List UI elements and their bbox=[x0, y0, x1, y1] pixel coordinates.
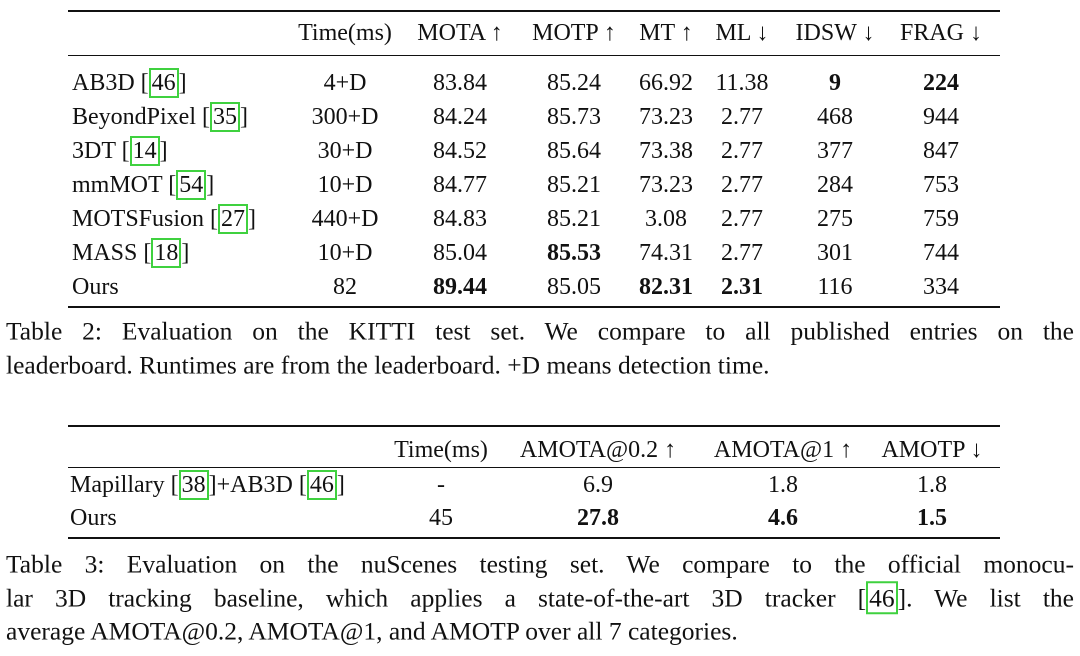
column-header: Time(ms) bbox=[298, 20, 392, 46]
method-name: Ours bbox=[70, 505, 117, 531]
caption-line: lar 3D tracking baseline, which applies … bbox=[6, 580, 1074, 614]
table-cell: 284 bbox=[817, 172, 853, 198]
table-cell: 116 bbox=[817, 274, 853, 300]
column-header: Time(ms) bbox=[394, 437, 488, 463]
table-cell: 66.92 bbox=[639, 70, 693, 96]
table-cell: 224 bbox=[923, 70, 959, 96]
table-rule bbox=[68, 467, 1000, 468]
table-cell: 2.77 bbox=[721, 138, 763, 164]
table-cell: 334 bbox=[923, 274, 959, 300]
table-cell: 83.84 bbox=[433, 70, 487, 96]
column-header: AMOTA@1 ↑ bbox=[713, 437, 853, 463]
table-cell: 2.77 bbox=[721, 240, 763, 266]
table-cell: 468 bbox=[817, 104, 853, 130]
table-cell: 2.77 bbox=[721, 104, 763, 130]
column-header: IDSW ↓ bbox=[795, 20, 875, 46]
method-name: BeyondPixel [35] bbox=[72, 102, 248, 132]
table-cell: 89.44 bbox=[433, 274, 487, 300]
table-rule bbox=[68, 55, 1000, 56]
table-cell: 27.8 bbox=[577, 505, 619, 531]
table-cell: 85.04 bbox=[433, 240, 487, 266]
table-cell: 377 bbox=[817, 138, 853, 164]
table-cell: 3.08 bbox=[645, 206, 687, 232]
method-name: mmMOT [54] bbox=[72, 170, 215, 200]
table-cell: 753 bbox=[923, 172, 959, 198]
table-cell: 84.83 bbox=[433, 206, 487, 232]
method-name: MASS [18] bbox=[72, 238, 190, 268]
table-cell: 10+D bbox=[317, 172, 373, 198]
caption-line: Table 2: Evaluation on the KITTI test se… bbox=[6, 316, 1074, 346]
table-rule bbox=[68, 425, 1000, 427]
table-cell: 1.8 bbox=[917, 472, 947, 498]
table-cell: 73.38 bbox=[639, 138, 693, 164]
table-cell: 300+D bbox=[311, 104, 379, 130]
table-rule bbox=[68, 537, 1000, 539]
table-cell: 73.23 bbox=[639, 104, 693, 130]
table-cell: 30+D bbox=[317, 138, 373, 164]
table-cell: 85.21 bbox=[547, 206, 601, 232]
table-rule bbox=[68, 10, 1000, 12]
table-cell: 759 bbox=[923, 206, 959, 232]
caption-line: Table 3: Evaluation on the nuScenes test… bbox=[6, 549, 1074, 579]
caption-line: leaderboard. Runtimes are from the leade… bbox=[6, 349, 770, 379]
table-rule bbox=[68, 306, 1000, 308]
method-name: MOTSFusion [27] bbox=[72, 204, 257, 234]
table-cell: 2.31 bbox=[721, 274, 763, 300]
table-cell: 744 bbox=[923, 240, 959, 266]
table-cell: 4+D bbox=[323, 70, 367, 96]
column-header: AMOTA@0.2 ↑ bbox=[519, 437, 677, 463]
table-cell: 82 bbox=[333, 274, 357, 300]
column-header: MOTA ↑ bbox=[417, 20, 503, 46]
table-cell: 9 bbox=[829, 70, 841, 96]
table-cell: 84.24 bbox=[433, 104, 487, 130]
table-cell: 85.73 bbox=[547, 104, 601, 130]
table-cell: 440+D bbox=[311, 206, 379, 232]
column-header: MOTP ↑ bbox=[532, 20, 616, 46]
table-cell: 85.24 bbox=[547, 70, 601, 96]
table-cell: 275 bbox=[817, 206, 853, 232]
table-cell: 74.31 bbox=[639, 240, 693, 266]
table-cell: 85.05 bbox=[547, 274, 601, 300]
table-cell: 2.77 bbox=[721, 172, 763, 198]
table-cell: 73.23 bbox=[639, 172, 693, 198]
column-header: AMOTP ↓ bbox=[881, 437, 983, 463]
table-cell: 944 bbox=[923, 104, 959, 130]
table-cell: 84.77 bbox=[433, 172, 487, 198]
caption-line: average AMOTA@0.2, AMOTA@1, and AMOTP ov… bbox=[6, 616, 738, 646]
column-header: FRAG ↓ bbox=[899, 20, 983, 46]
table-cell: 84.52 bbox=[433, 138, 487, 164]
table-cell: 85.64 bbox=[547, 138, 601, 164]
method-name: 3DT [14] bbox=[72, 136, 168, 166]
table-cell: 82.31 bbox=[639, 274, 693, 300]
table-cell: 847 bbox=[923, 138, 959, 164]
table-cell: 45 bbox=[429, 505, 453, 531]
table-cell: 85.21 bbox=[547, 172, 601, 198]
table-cell: 6.9 bbox=[583, 472, 613, 498]
table-cell: 11.38 bbox=[715, 70, 769, 96]
table-cell: 2.77 bbox=[721, 206, 763, 232]
table-cell: 10+D bbox=[317, 240, 373, 266]
method-name: Mapillary [38]+AB3D [46] bbox=[70, 470, 345, 500]
method-name: AB3D [46] bbox=[72, 68, 187, 98]
table-cell: 301 bbox=[817, 240, 853, 266]
table-cell: 1.8 bbox=[768, 472, 798, 498]
table-cell: 4.6 bbox=[768, 505, 798, 531]
column-header: MT ↑ bbox=[639, 20, 693, 46]
table-cell: 1.5 bbox=[917, 505, 947, 531]
table-cell: - bbox=[437, 472, 445, 498]
method-name: Ours bbox=[72, 274, 119, 300]
table-cell: 85.53 bbox=[547, 240, 601, 266]
column-header: ML ↓ bbox=[715, 20, 769, 46]
